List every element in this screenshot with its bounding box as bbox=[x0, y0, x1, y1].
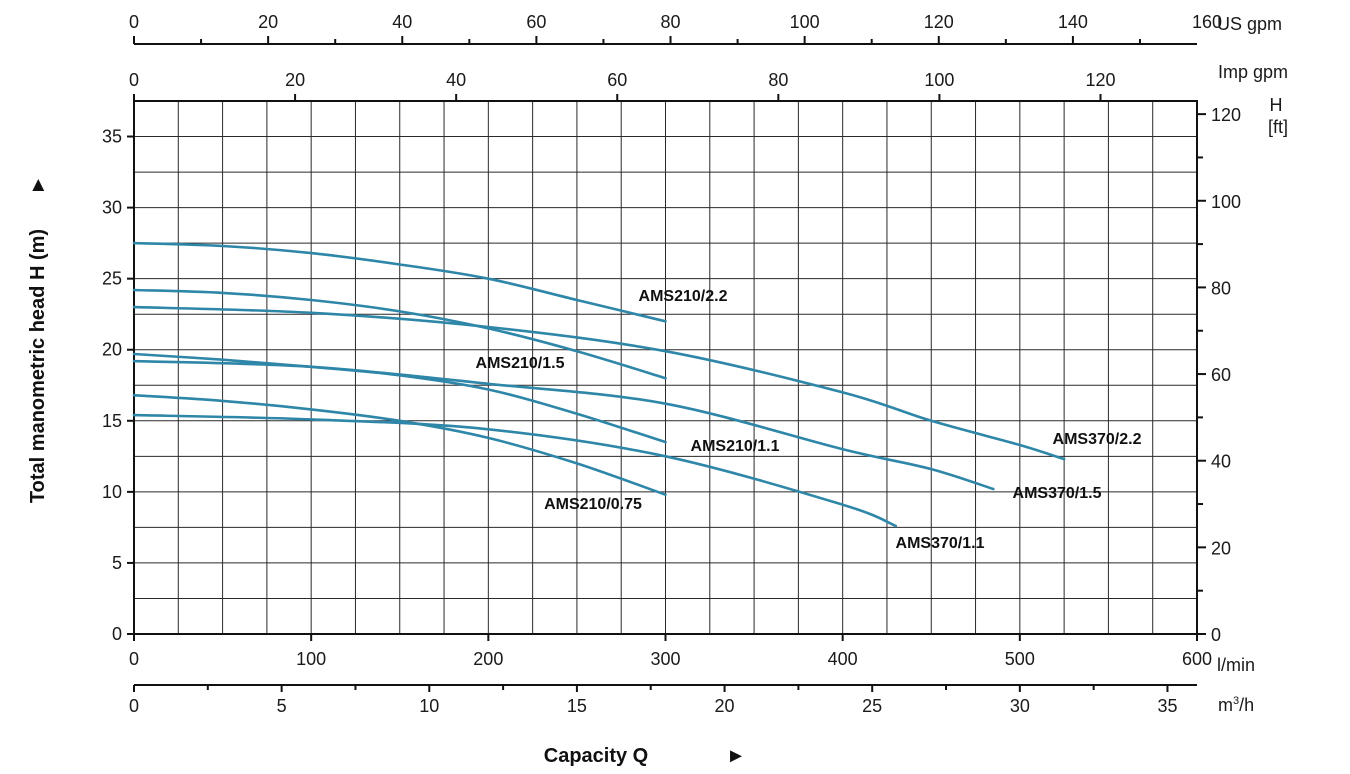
x-tick-label: 100 bbox=[296, 649, 326, 669]
us-gpm-tick-label: 60 bbox=[526, 12, 546, 32]
y-tick-label: 5 bbox=[112, 553, 122, 573]
imp-gpm-tick-label: 20 bbox=[285, 70, 305, 90]
y-axis-title: Total manometric head H (m) bbox=[27, 229, 49, 503]
series-label-ams370-2-2: AMS370/2.2 bbox=[1053, 431, 1142, 448]
curve-ams210-1-5 bbox=[132, 288, 667, 380]
imp-gpm-tick-label: 120 bbox=[1085, 70, 1115, 90]
imp-gpm-tick-label: 80 bbox=[768, 70, 788, 90]
x-unit-lmin: l/min bbox=[1217, 655, 1255, 675]
y-tick-label: 25 bbox=[102, 269, 122, 289]
y-tick-label: 30 bbox=[102, 198, 122, 218]
imp-gpm-tick-label: 60 bbox=[607, 70, 627, 90]
x-unit-m3h: m3/h bbox=[1218, 695, 1254, 715]
us-gpm-tick-label: 100 bbox=[790, 12, 820, 32]
performance-curves bbox=[132, 241, 1066, 528]
imp-gpm-tick-label: 0 bbox=[129, 70, 139, 90]
x-tick-label: 400 bbox=[828, 649, 858, 669]
series-labels: AMS210/2.2 AMS210/1.5 AMS210/1.1 AMS210/0.7… bbox=[476, 288, 1142, 552]
m3h-tick-label: 0 bbox=[129, 696, 139, 716]
ft-tick-label: 120 bbox=[1211, 105, 1241, 125]
us-gpm-tick-label: 40 bbox=[392, 12, 412, 32]
ft-tick-label: 100 bbox=[1211, 192, 1241, 212]
x-tick-label: 500 bbox=[1005, 649, 1035, 669]
m3h-tick-label: 5 bbox=[277, 696, 287, 716]
us-gpm-tick-label: 160 bbox=[1192, 12, 1222, 32]
imp-gpm-tick-label: 100 bbox=[924, 70, 954, 90]
ft-tick-label: 20 bbox=[1211, 538, 1231, 558]
y-unit-ft-top: H bbox=[1270, 95, 1283, 115]
us-gpm-tick-label: 20 bbox=[258, 12, 278, 32]
x-tick-label: 600 bbox=[1182, 649, 1212, 669]
m3h-tick-label: 20 bbox=[715, 696, 735, 716]
chart-grid bbox=[134, 101, 1197, 634]
y-axis-arrow: ► bbox=[27, 175, 49, 195]
series-label-ams210-0-75: AMS210/0.75 bbox=[544, 496, 642, 513]
curve-ams210-0-75 bbox=[132, 393, 667, 496]
us-gpm-tick-label: 0 bbox=[129, 12, 139, 32]
m3h-tick-label: 35 bbox=[1157, 696, 1177, 716]
series-label-ams210-1-1: AMS210/1.1 bbox=[691, 438, 780, 455]
x-tick-label: 200 bbox=[473, 649, 503, 669]
us-gpm-tick-label: 140 bbox=[1058, 12, 1088, 32]
ft-tick-label: 0 bbox=[1211, 625, 1221, 645]
y-unit-ft-bottom: [ft] bbox=[1268, 117, 1288, 137]
m3h-tick-label: 10 bbox=[419, 696, 439, 716]
curve-ams370-1-1 bbox=[132, 413, 898, 528]
m3h-tick-label: 15 bbox=[567, 696, 587, 716]
curve-ams370-2-2 bbox=[132, 305, 1066, 461]
series-label-ams210-1-5: AMS210/1.5 bbox=[476, 355, 565, 372]
m3h-tick-label: 25 bbox=[862, 696, 882, 716]
y-tick-label: 10 bbox=[102, 482, 122, 502]
us-gpm-tick-label: 80 bbox=[661, 12, 681, 32]
ft-tick-label: 60 bbox=[1211, 365, 1231, 385]
ft-tick-label: 80 bbox=[1211, 278, 1231, 298]
m3h-tick-label: 30 bbox=[1010, 696, 1030, 716]
y-tick-label: 35 bbox=[102, 127, 122, 147]
y-tick-label: 0 bbox=[112, 624, 122, 644]
x-tick-label: 0 bbox=[129, 649, 139, 669]
x-axis-title: Capacity Q bbox=[544, 745, 648, 767]
x-axis-arrow: ► bbox=[726, 745, 746, 767]
x-tick-label: 300 bbox=[650, 649, 680, 669]
curve-ams370-1-5 bbox=[132, 359, 995, 491]
us-gpm-tick-label: 120 bbox=[924, 12, 954, 32]
y-tick-label: 20 bbox=[102, 340, 122, 360]
x-unit-imp-gpm: Imp gpm bbox=[1218, 62, 1288, 82]
ft-tick-label: 40 bbox=[1211, 452, 1231, 472]
y-tick-label: 15 bbox=[102, 411, 122, 431]
x-unit-us-gpm: US gpm bbox=[1217, 14, 1282, 34]
series-label-ams210-2-2: AMS210/2.2 bbox=[639, 288, 728, 305]
series-label-ams370-1-5: AMS370/1.5 bbox=[1013, 485, 1102, 502]
curve-ams210-2-2 bbox=[132, 241, 667, 323]
imp-gpm-tick-label: 40 bbox=[446, 70, 466, 90]
series-label-ams370-1-1: AMS370/1.1 bbox=[896, 535, 985, 552]
